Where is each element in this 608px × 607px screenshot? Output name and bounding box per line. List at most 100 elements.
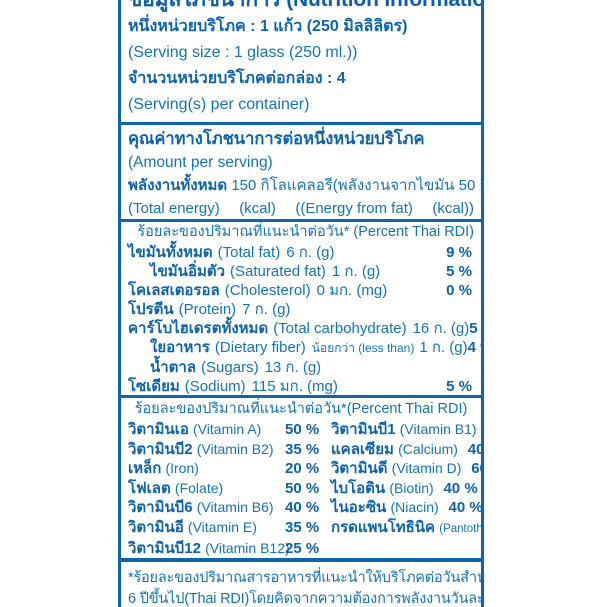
vitamin-percent: 20 %: [285, 460, 320, 477]
nutrient-row-sodium: โซเดียม (Sodium) 115 มก. (mg) 5 %: [128, 377, 474, 395]
nutrition-facts-panel: ข้อมูลโภชนาการ (Nutrition Information) ห…: [118, 0, 484, 607]
vitamin-row: โฟเลต (Folate) 50 % ไบโอติน (Biotin) 40 …: [128, 479, 478, 499]
vitamin-row: เหล็ก (Iron) 20 % วิตามินดี (Vitamin D) …: [128, 459, 481, 479]
vitamin-row: วิตามินบี6 (Vitamin B6) 40 % ไนอะซิน (Ni…: [128, 498, 481, 518]
nutrient-name-en: (Cholesterol): [224, 282, 311, 299]
vitamin-name-en: (Vitamin B6): [196, 499, 274, 515]
vitamin-name-en: (Vitamin B12): [205, 540, 290, 556]
vitamin-name-en: (Vitamin D): [391, 460, 462, 476]
vitamin-percent: 25 %: [285, 540, 320, 557]
vitamin-name-th: วิตามินบี6: [128, 499, 193, 516]
vitamin-name-th: เหล็ก: [128, 460, 162, 477]
vitamin-name-en: (Niacin): [390, 499, 439, 515]
nutrient-name-th: น้ำตาล: [150, 359, 197, 376]
vitamin-percent: 40 %: [443, 479, 478, 497]
nutrient-name-th: ใยอาหาร: [150, 339, 210, 356]
nutrient-name-th: โปรตีน: [128, 301, 174, 318]
vitamin-name-th: วิตามินอี: [128, 518, 184, 536]
nutrient-row-saturated-fat: ไขมันอิ่มตัว (Saturated fat) 1 ก. (g) 5 …: [128, 262, 474, 281]
energy-section: คุณค่าทางโภชนาการต่อหนึ่งหน่วยบริโภค (Am…: [121, 125, 481, 219]
serving-size-en: (Serving size : 1 glass (250 ml.)): [128, 44, 358, 61]
nutrient-name-en: (Saturated fat): [230, 263, 326, 280]
nutrient-name-th: โซเดียม: [128, 378, 180, 395]
vitamin-percent: 30 %: [477, 420, 481, 440]
nutrient-amount: 7 ก. (g): [242, 301, 291, 318]
vitamin-name-en: (Biotin): [389, 479, 434, 496]
vitamin-name-th: วิตามินบี12: [128, 540, 201, 557]
nutrient-name-en: (Total carbohydrate): [273, 320, 407, 337]
vitamin-name-th: แคลเซียม: [331, 440, 394, 458]
vitamin-percent: 50 %: [285, 479, 320, 497]
total-energy-label-th: พลังงานทั้งหมด: [128, 177, 228, 194]
nutrient-name-th: โคเลสเตอรอล: [128, 282, 220, 299]
nutrient-row-protein: โปรตีน (Protein) 7 ก. (g): [128, 300, 474, 319]
vitamin-name-en: (Vitamin E): [187, 518, 257, 535]
amount-per-serving-en: (Amount per serving): [128, 154, 273, 171]
vitamin-name-en: (Pantothenic Acid): [439, 522, 481, 535]
vitamin-name-th: วิตามินดี: [331, 460, 388, 477]
vitamin-row: วิตามินบี2 (Vitamin B2) 35 % แคลเซียม (C…: [128, 440, 481, 460]
nutrient-qualifier: น้อยกว่า (less than): [311, 341, 415, 355]
vitamin-name-th: วิตามินบี1: [331, 421, 396, 438]
macro-nutrients-section: ร้อยละของปริมาณที่แนะนำต่อวัน* (Percent …: [121, 222, 481, 395]
vitamin-row: วิตามินอี (Vitamin E) 35 % กรดแพนโทธินิค…: [128, 518, 481, 540]
vitamin-name-th: วิตามินบี2: [128, 440, 193, 458]
vitamin-percent: 40 %: [448, 499, 481, 516]
nutrient-name-th: ไขมันอิ่มตัว: [150, 263, 225, 280]
total-energy-en: (Total energy): [128, 200, 220, 217]
total-energy-line-en: (Total energy) (kcal) ((Energy from fat)…: [128, 197, 474, 219]
nutrient-percent: 4 %: [467, 339, 481, 356]
section-divider-thick: [121, 558, 481, 562]
vitamin-percent: 50 %: [285, 421, 320, 438]
nutrient-name-en: (Sugars): [201, 359, 259, 376]
vitamin-percent: 35 %: [285, 518, 320, 536]
vitamin-percent: 40 %: [467, 440, 481, 458]
section-divider: [121, 122, 481, 125]
section-divider: [121, 219, 481, 222]
nutrient-amount: 115 มก. (mg): [251, 378, 338, 395]
vitamin-row: วิตามินบี12 (Vitamin B12) 25 %: [128, 539, 474, 558]
nutrient-name-en: (Sodium): [184, 378, 246, 395]
nutrient-name-th: คาร์โบไฮเดรตทั้งหมด: [128, 320, 269, 337]
serving-info-section: ข้อมูลโภชนาการ (Nutrition Information) ห…: [121, 0, 481, 122]
nutrient-percent: 5 %: [446, 263, 472, 280]
vitamin-name-en: (Folate): [174, 479, 224, 496]
vitamins-section: ร้อยละของปริมาณที่แนะนำต่อวัน*(Percent T…: [121, 398, 481, 558]
total-energy-value-th: 150 กิโลแคลอรี(พลังงานจากไขมัน 50 กิโลแค…: [231, 177, 481, 194]
vitamin-name-th: ไนอะซิน: [331, 499, 387, 516]
vitamin-name-en: (Vitamin A): [193, 421, 262, 437]
nutrient-percent: 9 %: [446, 244, 472, 261]
vitamin-name-th: ไบโอติน: [331, 479, 386, 497]
nutrient-row-cholesterol: โคเลสเตอรอล (Cholesterol) 0 มก. (mg) 0 %: [128, 281, 474, 300]
amount-per-serving-th: คุณค่าทางโภชนาการต่อหนึ่งหน่วยบริโภค: [128, 130, 425, 148]
section-divider: [121, 395, 481, 398]
nutrient-amount: 6 ก. (g): [286, 244, 335, 261]
nutrient-row-dietary-fiber: ใยอาหาร (Dietary fiber) น้อยกว่า (less t…: [128, 338, 481, 358]
nutrient-row-sugars: น้ำตาล (Sugars) 13 ก. (g): [128, 358, 474, 377]
vitamin-name-th: วิตามินเอ: [128, 421, 189, 438]
nutrient-amount: 1 ก. (g): [331, 263, 381, 280]
vitamin-name-en: (Vitamin B1): [399, 421, 477, 437]
vitamin-name-th: กรดแพนโทธินิค: [331, 518, 436, 536]
nutrient-amount: 1 ก. (g): [419, 339, 468, 356]
nutrient-percent: 5 %: [469, 320, 481, 337]
nutrient-name-th: ไขมันทั้งหมด: [128, 244, 213, 261]
nutrient-row-total-carbohydrate: คาร์โบไฮเดรตทั้งหมด (Total carbohydrate)…: [128, 319, 481, 338]
vitamin-name-en: (Vitamin B2): [196, 440, 274, 457]
percent-thai-rdi-header-2: ร้อยละของปริมาณที่แนะนำต่อวัน*(Percent T…: [134, 401, 468, 417]
nutrient-percent: 5 %: [446, 378, 472, 395]
nutrient-row-total-fat: ไขมันทั้งหมด (Total fat) 6 ก. (g) 9 %: [128, 243, 474, 262]
vitamin-percent: 35 %: [285, 440, 320, 458]
footnote-section: *ร้อยละของปริมาณสารอาหารที่แนะนำให้บริโภ…: [121, 562, 481, 607]
nutrient-percent: 0 %: [446, 282, 472, 299]
total-energy-line: พลังงานทั้งหมด 150 กิโลแคลอรี(พลังงานจาก…: [128, 174, 481, 197]
vitamin-name-en: (Iron): [165, 460, 199, 476]
vitamin-percent: 60 %: [471, 460, 481, 477]
nutrient-name-en: (Protein): [178, 301, 237, 318]
kcal-en: (kcal): [239, 200, 276, 217]
nutrient-name-en: (Total fat): [217, 244, 281, 261]
rdi-footnote-line2: 6 ปีขึ้นไป(Thai RDI)โดยคิดจากความต้องการ…: [128, 591, 481, 607]
kcal-en-2: (kcal)): [432, 200, 474, 217]
serving-size-th: หนึ่งหน่วยบริโภค : 1 แก้ว (250 มิลลิลิตร…: [128, 18, 408, 35]
